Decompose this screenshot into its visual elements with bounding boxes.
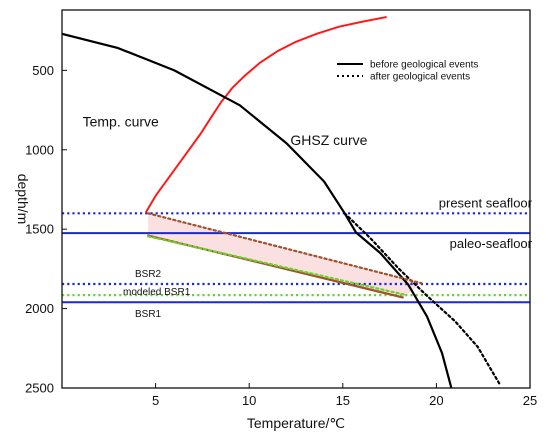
legend-label-after-geological-events: after geological events xyxy=(370,72,470,83)
x-tick-label-25: 25 xyxy=(523,393,537,408)
x-tick-label-10: 10 xyxy=(242,393,256,408)
annotation-temp-curve: Temp. curve xyxy=(83,114,159,130)
series-temp-curve xyxy=(145,16,387,213)
y-tick-label-2000: 2000 xyxy=(25,301,54,316)
y-tick-label-2500: 2500 xyxy=(25,381,54,396)
labels-layer: present seafloor paleo-seafloor BSR2 modele… xyxy=(83,114,533,321)
shaded-zone xyxy=(148,213,422,298)
x-axis-title: Temperature/℃ xyxy=(247,415,345,431)
reference-lines-layer xyxy=(62,212,530,304)
annotation-ghsz-curve: GHSZ curve xyxy=(290,132,367,148)
legend-label-before-geological-events: before geological events xyxy=(370,60,478,71)
label-bsr2: BSR2 xyxy=(135,269,162,280)
x-tick-label-5: 5 xyxy=(152,393,159,408)
ticks-layer: 5 10 15 20 25 500 1000 1500 2000 2500 xyxy=(25,63,537,408)
x-tick-label-20: 20 xyxy=(429,393,443,408)
label-present-seafloor: present seafloor xyxy=(439,195,533,210)
series-geotherm-after-brown-dotted xyxy=(147,212,423,285)
plot-frame xyxy=(61,9,531,389)
x-tick-label-15: 15 xyxy=(336,393,350,408)
label-bsr1: BSR1 xyxy=(135,309,162,320)
label-paleo-seafloor: paleo-seafloor xyxy=(450,236,533,251)
y-tick-label-1500: 1500 xyxy=(25,222,54,237)
series-layer xyxy=(62,16,502,388)
y-tick-label-500: 500 xyxy=(32,63,54,78)
series-ghsz-curve xyxy=(62,32,453,388)
y-axis-title: depth/m xyxy=(15,174,31,225)
series-ghsz-curve-after xyxy=(343,212,502,386)
series-geotherm-green-dotted xyxy=(147,235,408,297)
y-tick-label-1000: 1000 xyxy=(25,142,54,157)
label-modeled-bsr1: modeled BSR1 xyxy=(123,287,191,298)
shaded-zone-layer xyxy=(148,213,422,298)
